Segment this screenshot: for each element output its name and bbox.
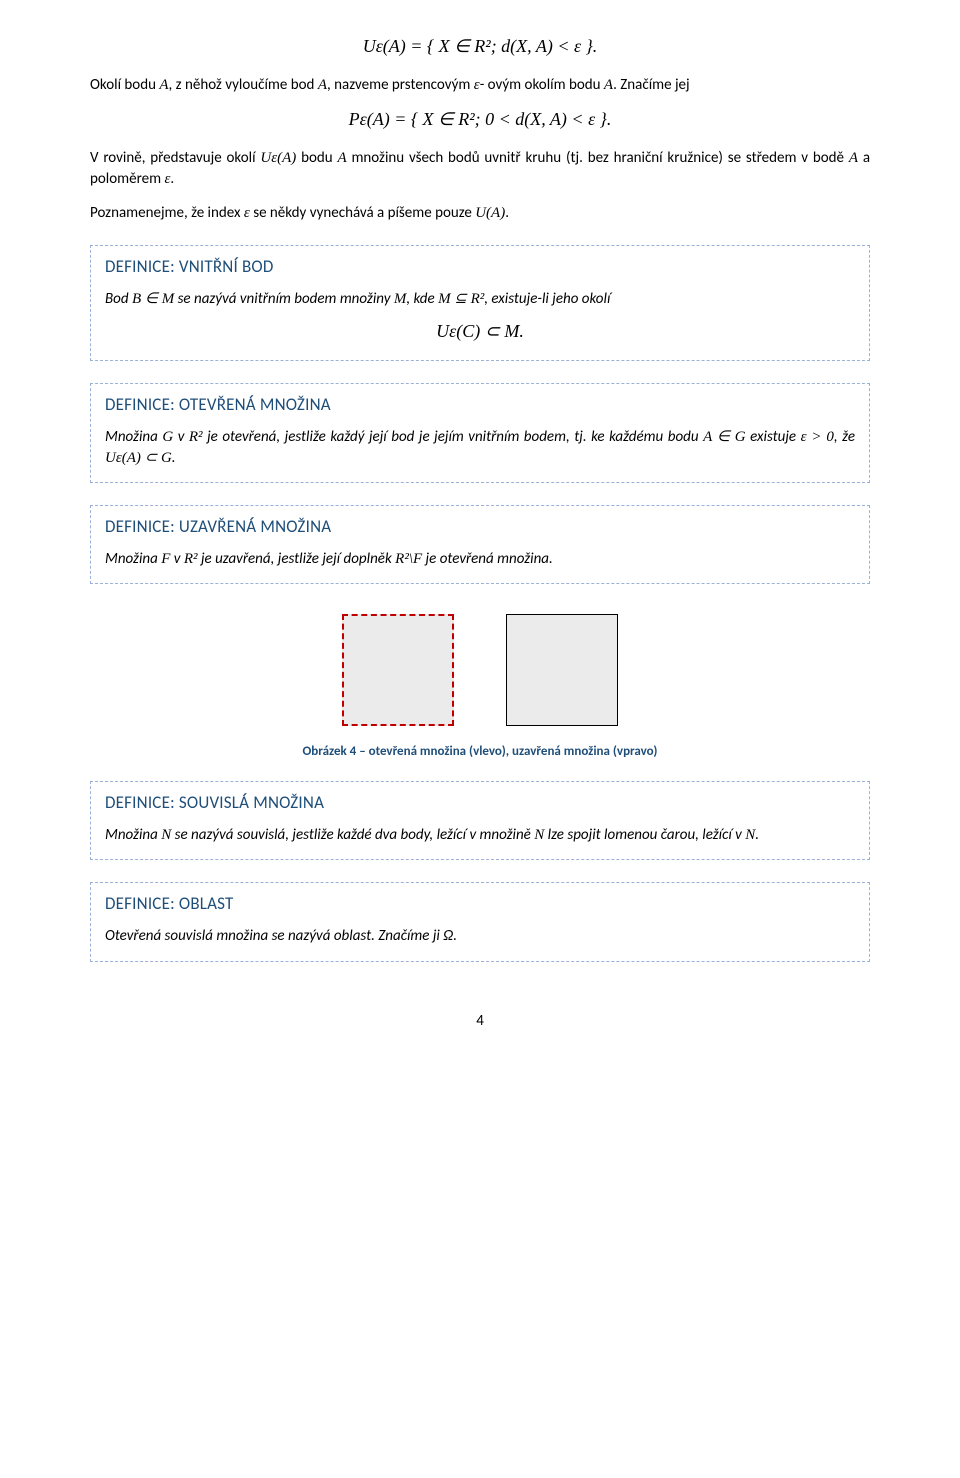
text: bodu xyxy=(296,149,337,167)
text: . xyxy=(505,204,509,222)
paragraph-poznamka: Poznamenejme, že index ε se někdy vynech… xyxy=(90,203,870,223)
expr: B ∈ M xyxy=(132,291,174,307)
text: Poznamenejme, že index xyxy=(90,204,244,222)
var-N: N xyxy=(745,827,755,843)
formula-u-eps-c: Uε(C) ⊂ M. xyxy=(105,321,855,342)
text: je uzavřená, jestliže její doplněk xyxy=(198,550,396,568)
definition-oblast: DEFINICE: OBLAST Otevřená souvislá množi… xyxy=(90,882,870,961)
text: Množina xyxy=(105,428,162,446)
definition-title: DEFINICE: UZAVŘENÁ MNOŽINA xyxy=(105,516,855,537)
definition-body: Množina N se nazývá souvislá, jestliže k… xyxy=(105,825,855,845)
text: existuje xyxy=(746,428,801,446)
closed-set-square-icon xyxy=(506,614,618,726)
text: , že xyxy=(834,428,855,446)
text: v xyxy=(173,428,189,446)
text: , kde xyxy=(406,290,438,308)
definition-body: Množina G v R² je otevřená, jestliže kaž… xyxy=(105,427,855,468)
text: . xyxy=(170,170,174,188)
definition-body: Množina F v R² je uzavřená, jestliže jej… xyxy=(105,549,855,569)
formula-p-epsilon: Pε(A) = { X ∈ R²; 0 < d(X, A) < ε }. xyxy=(90,109,870,130)
figure-caption: Obrázek 4 – otevřená množina (vlevo), uz… xyxy=(90,744,870,759)
figure-4 xyxy=(90,614,870,726)
text: množinu všech bodů uvnitř kruhu (tj. bez… xyxy=(347,149,849,167)
text: Bod xyxy=(105,290,132,308)
text: . xyxy=(755,826,759,844)
expr: R² xyxy=(184,551,198,567)
definition-uzavrena-mnozina: DEFINICE: UZAVŘENÁ MNOŽINA Množina F v R… xyxy=(90,505,870,584)
expr: M ⊆ R² xyxy=(438,291,484,307)
text: se nazývá souvislá, jestliže každé dva b… xyxy=(171,826,534,844)
text: v xyxy=(170,550,183,568)
text: je otevřená množina. xyxy=(422,550,553,568)
definition-body: Bod B ∈ M se nazývá vnitřním bodem množi… xyxy=(105,289,855,309)
definition-title: DEFINICE: VNITŘNÍ BOD xyxy=(105,256,855,277)
text: je otevřená, jestliže každý její bod je … xyxy=(203,428,704,446)
definition-vnitrni-bod: DEFINICE: VNITŘNÍ BOD Bod B ∈ M se nazýv… xyxy=(90,245,870,361)
formula-u-epsilon: Uε(A) = { X ∈ R²; d(X, A) < ε }. xyxy=(90,36,870,57)
text: lze spojit lomenou čarou, ležící v xyxy=(544,826,745,844)
definition-title: DEFINICE: SOUVISLÁ MNOŽINA xyxy=(105,792,855,813)
text: se někdy vynechává a píšeme pouze xyxy=(250,204,475,222)
definition-otevrena-mnozina: DEFINICE: OTEVŘENÁ MNOŽINA Množina G v R… xyxy=(90,383,870,483)
text: Okolí bodu xyxy=(90,76,159,94)
paragraph-prsten: Okolí bodu A, z něhož vyloučíme bod A, n… xyxy=(90,75,870,95)
page-number: 4 xyxy=(90,1012,870,1030)
text: Množina xyxy=(105,826,161,844)
expr: ε > 0 xyxy=(801,429,834,445)
text: se nazývá vnitřním bodem množiny xyxy=(174,290,394,308)
var-A: A xyxy=(604,77,613,93)
definition-title: DEFINICE: OBLAST xyxy=(105,893,855,914)
open-set-square-icon xyxy=(342,614,454,726)
expr: R²\F xyxy=(395,551,422,567)
var-A: A xyxy=(849,150,858,166)
text: , existuje-li jeho okolí xyxy=(484,290,610,308)
var-G: G xyxy=(162,429,173,445)
paragraph-rovina: V rovině, představuje okolí Uε(A) bodu A… xyxy=(90,148,870,189)
text: , nazveme prstencovým xyxy=(327,76,474,94)
text: . Značíme jej xyxy=(613,76,690,94)
text: Množina xyxy=(105,550,161,568)
var-N: N xyxy=(534,827,544,843)
expr: R² xyxy=(189,429,203,445)
var-A: A xyxy=(318,77,327,93)
definition-title: DEFINICE: OTEVŘENÁ MNOŽINA xyxy=(105,394,855,415)
text: V rovině, představuje okolí xyxy=(90,149,260,167)
expr: Uε(A) ⊂ G xyxy=(105,450,172,466)
expr-u-eps-a: Uε(A) xyxy=(260,150,296,166)
var-A: A xyxy=(337,150,346,166)
var-M: M xyxy=(394,291,407,307)
var-N: N xyxy=(161,827,171,843)
expr-u-a: U(A) xyxy=(475,205,505,221)
definition-body: Otevřená souvislá množina se nazývá obla… xyxy=(105,926,855,946)
text: , z něhož vyloučíme bod xyxy=(169,76,318,94)
expr: A ∈ G xyxy=(703,429,746,445)
var-A: A xyxy=(159,77,168,93)
text: - ovým okolím bodu xyxy=(480,76,604,94)
definition-souvisla-mnozina: DEFINICE: SOUVISLÁ MNOŽINA Množina N se … xyxy=(90,781,870,860)
text: . xyxy=(172,449,176,467)
